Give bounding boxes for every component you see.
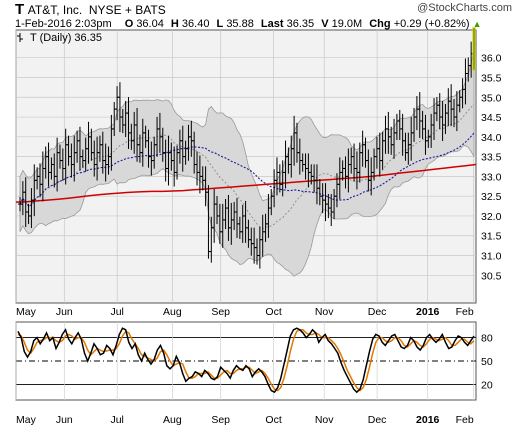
x-tick-label: Jun [56, 414, 73, 426]
price-y-tick-label: 31.5 [481, 231, 502, 243]
price-y-tick-label: 35.0 [481, 92, 502, 104]
price-y-tick-label: 34.0 [481, 132, 502, 144]
x-tick-label: May [16, 306, 37, 318]
price-y-tick-label: 34.5 [481, 112, 502, 124]
x-tick-label: Feb [456, 414, 474, 426]
chart-legend: T (Daily) 36.35 [30, 32, 102, 44]
x-tick-label: Oct [265, 306, 281, 318]
x-axis-bottom: May Jun Jul Aug Sep Oct Nov Dec 2016 Feb [16, 414, 474, 426]
company-name: AT&T, Inc. [27, 3, 83, 17]
x-tick-label: Jun [56, 306, 73, 318]
low-value: 35.88 [226, 18, 254, 30]
price-y-tick-label: 33.0 [481, 171, 502, 183]
legend-bar-icon [17, 33, 23, 42]
price-bars [18, 26, 476, 269]
last-value: 36.35 [286, 18, 315, 30]
volume-label: V [321, 18, 329, 30]
x-tick-label: Sep [211, 306, 230, 318]
change-label: Chg [369, 18, 391, 30]
stochastic-grid [15, 322, 476, 400]
up-arrow-icon: ▲ [472, 19, 482, 29]
x-tick-label: Oct [265, 414, 281, 426]
x-tick-label: Dec [368, 306, 387, 318]
price-y-tick-label: 33.5 [481, 152, 502, 164]
price-bar [472, 26, 476, 71]
x-tick-label: Aug [163, 414, 182, 426]
stochastic-y-tick-label: 80 [481, 333, 493, 345]
x-axis-top: May Jun Jul Aug Sep Oct Nov Dec 2016 Feb [16, 306, 474, 318]
price-panel: 30.5 31.0 31.5 32.0 32.5 33.0 33.5 34.0 34.5 35.0… [15, 26, 502, 304]
exchange-name: NYSE + BATS [88, 3, 166, 17]
x-tick-label: Dec [368, 414, 387, 426]
volume-value: 19.0M [331, 18, 363, 30]
stochastic-y-tick-label: 20 [481, 379, 493, 391]
price-y-tick-label: 32.5 [481, 191, 502, 203]
price-y-tick-label: 35.5 [481, 72, 502, 84]
quote-line: 1-Feb-2016 2:03pm O 36.04 H 36.40 L 35.8… [15, 18, 482, 30]
price-y-tick-label: 30.5 [481, 270, 502, 282]
change-value: +0.29 (+0.82%) [393, 18, 470, 30]
x-tick-label: Nov [315, 306, 334, 318]
last-label: Last [260, 18, 284, 30]
stochastic-y-tick-label: 50 [481, 356, 493, 368]
stochastic-d-line [17, 329, 475, 392]
brand-logo: @StockCharts.com [417, 2, 512, 14]
low-label: L [216, 18, 224, 30]
x-tick-label: Jul [110, 306, 123, 318]
open-value: 36.04 [136, 18, 164, 30]
stochastic-panel: 20 50 80 [15, 321, 493, 401]
x-tick-label: May [16, 414, 37, 426]
chart-title-line: T AT&T, Inc. NYSE + BATS [15, 1, 166, 18]
x-tick-label: Feb [456, 306, 474, 318]
x-tick-label: 2016 [416, 414, 440, 426]
ma-200-line [15, 163, 477, 203]
price-y-tick-label: 31.0 [481, 251, 502, 263]
bollinger-middle-line [19, 103, 475, 230]
ticker-symbol: T [15, 1, 25, 18]
bollinger-band-fill [19, 51, 475, 277]
x-tick-label: Jul [110, 414, 123, 426]
price-y-tick-label: 36.0 [481, 53, 502, 65]
open-label: O [124, 18, 134, 30]
stochastic-k-line [17, 327, 475, 394]
high-label: H [170, 18, 179, 30]
quote-datetime: 1-Feb-2016 2:03pm [15, 18, 112, 30]
x-tick-label: Nov [315, 414, 334, 426]
x-tick-label: Sep [211, 414, 230, 426]
x-tick-label: Aug [163, 306, 182, 318]
high-value: 36.40 [181, 18, 210, 30]
price-y-axis: 30.5 31.0 31.5 32.0 32.5 33.0 33.5 34.0 34.5 35.0… [481, 53, 502, 283]
price-y-tick-label: 32.0 [481, 211, 502, 223]
stochastic-y-axis: 20 50 80 [481, 333, 493, 392]
last-bar-highlight [472, 26, 476, 71]
x-tick-label: 2016 [416, 306, 440, 318]
